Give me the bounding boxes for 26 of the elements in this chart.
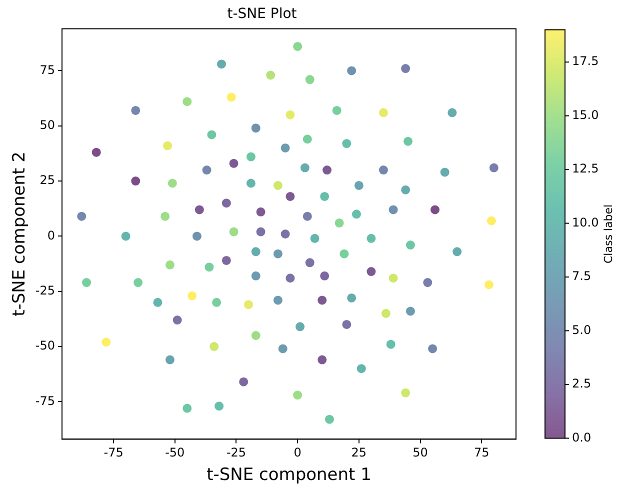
color-bar-label: 2.5: [572, 376, 592, 391]
x-tick-label: 75: [474, 446, 490, 460]
x-tick-label: -25: [226, 446, 246, 460]
chart-title: t-SNE Plot: [227, 6, 298, 22]
y-tick-label: 50: [40, 118, 55, 132]
color-bar-label: 10.0: [572, 215, 599, 230]
x-axis-title: t-SNE component 1: [206, 465, 372, 486]
x-tick-label: 50: [412, 446, 428, 460]
color-bar-title: Class label: [602, 204, 615, 264]
color-bar-label: 17.5: [572, 54, 599, 68]
color-bar-label: 5.0: [572, 322, 592, 337]
y-tick-label: 75: [40, 62, 55, 77]
x-tick-label: -50: [165, 446, 185, 460]
x-tick-label: 0: [294, 446, 302, 460]
color-bar-label: 12.5: [572, 162, 599, 176]
color-bar-label: 15.0: [572, 108, 599, 122]
y-tick-label: -25: [35, 283, 55, 298]
y-tick-label: -50: [35, 338, 55, 353]
x-tick-label: 25: [351, 446, 367, 460]
y-tick-label: -75: [35, 394, 55, 408]
y-axis-title: t-SNE component 2: [10, 152, 30, 316]
x-tick-label: -75: [104, 446, 124, 460]
y-tick-label: 25: [40, 173, 55, 188]
color-bar-label: 0.0: [572, 430, 592, 444]
color-bar-label: 7.5: [572, 269, 592, 284]
y-tick-label: 0: [47, 228, 55, 242]
